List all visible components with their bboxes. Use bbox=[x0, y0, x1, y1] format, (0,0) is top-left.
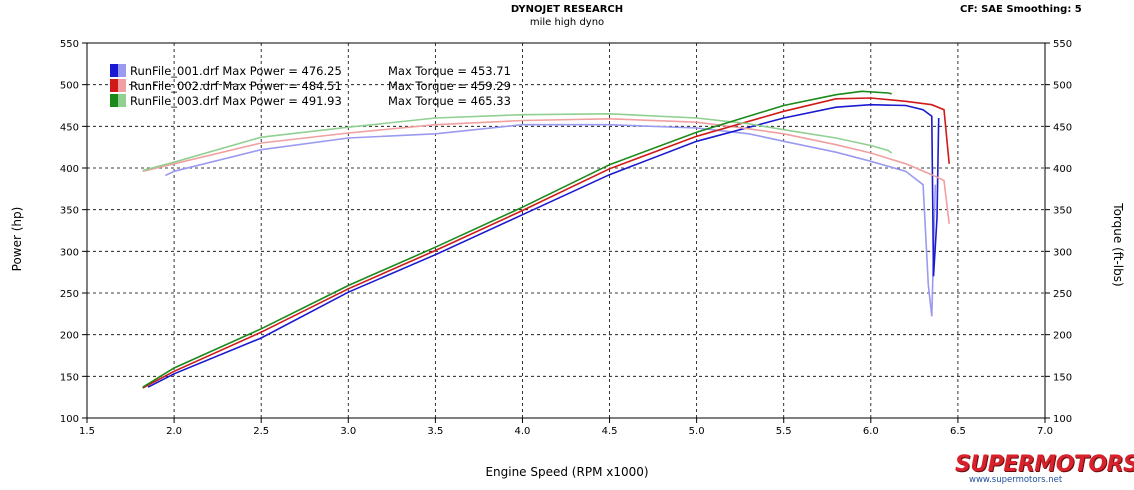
legend-torque-label: Max Torque = 459.29 bbox=[388, 79, 511, 93]
correction-settings: CF: SAE Smoothing: 5 bbox=[960, 4, 1082, 15]
legend-torque-label: Max Torque = 465.33 bbox=[388, 94, 511, 108]
curves bbox=[142, 90, 950, 389]
x-tick-label: 6.5 bbox=[950, 426, 966, 437]
y-tick-label-right: 400 bbox=[1053, 164, 1072, 175]
legend-swatch bbox=[110, 79, 118, 92]
x-tick-label: 4.0 bbox=[515, 426, 531, 437]
y-axis-label-left: Power (hp) bbox=[10, 206, 24, 272]
y-tick-label-left: 150 bbox=[60, 372, 79, 383]
legend-power-label: RunFile_003.drf Max Power = 491.93 bbox=[130, 94, 342, 108]
supermotors-logo: SUPERMOTORS www.supermotors.net bbox=[955, 452, 1134, 485]
legend-swatch bbox=[110, 64, 118, 77]
x-tick-label: 3.0 bbox=[340, 426, 356, 437]
legend-swatch-light bbox=[118, 64, 126, 77]
x-tick-label: 4.5 bbox=[602, 426, 618, 437]
y-tick-label-left: 200 bbox=[60, 331, 79, 342]
y-tick-label-right: 350 bbox=[1053, 206, 1072, 217]
y-tick-label-right: 100 bbox=[1053, 414, 1072, 425]
torque-curve-2 bbox=[142, 117, 950, 224]
chart-title: DYNOJET RESEARCH bbox=[510, 4, 624, 15]
y-tick-label-left: 400 bbox=[60, 164, 79, 175]
x-tick-label: 5.0 bbox=[689, 426, 705, 437]
x-tick-label: 5.5 bbox=[776, 426, 792, 437]
y-tick-label-left: 300 bbox=[60, 247, 79, 258]
x-tick-label: 3.5 bbox=[427, 426, 443, 437]
legend-power-label: RunFile_001.drf Max Power = 476.25 bbox=[130, 64, 342, 78]
y-tick-label-right: 450 bbox=[1053, 122, 1072, 133]
power-curve-3 bbox=[142, 90, 892, 388]
power-curve-2 bbox=[142, 97, 950, 389]
y-tick-label-left: 450 bbox=[60, 122, 79, 133]
legend-swatch bbox=[110, 94, 118, 107]
y-tick-label-left: 250 bbox=[60, 289, 79, 300]
x-tick-label: 2.0 bbox=[166, 426, 182, 437]
y-tick-label-right: 150 bbox=[1053, 372, 1072, 383]
power-curve-1 bbox=[147, 103, 940, 388]
y-tick-label-right: 200 bbox=[1053, 331, 1072, 342]
x-tick-label: 7.0 bbox=[1037, 426, 1053, 437]
y-tick-label-right: 550 bbox=[1053, 39, 1072, 50]
y-tick-label-right: 500 bbox=[1053, 81, 1072, 92]
x-tick-label: 2.5 bbox=[253, 426, 269, 437]
legend-swatch-light bbox=[118, 94, 126, 107]
chart-subtitle: mile high dyno bbox=[529, 17, 605, 28]
legend-torque-label: Max Torque = 453.71 bbox=[388, 64, 511, 78]
legend-swatch-light bbox=[118, 79, 126, 92]
y-tick-label-right: 300 bbox=[1053, 247, 1072, 258]
x-axis-label: Engine Speed (RPM x1000) bbox=[485, 465, 649, 479]
y-tick-label-left: 550 bbox=[60, 39, 79, 50]
y-tick-label-left: 350 bbox=[60, 206, 79, 217]
y-axis-label-right: Torque (ft-lbs) bbox=[1111, 203, 1125, 287]
y-tick-label-left: 100 bbox=[60, 414, 79, 425]
y-tick-label-right: 250 bbox=[1053, 289, 1072, 300]
x-tick-label: 6.0 bbox=[863, 426, 879, 437]
legend: RunFile_001.drf Max Power = 476.25 Max To… bbox=[110, 64, 511, 108]
y-tick-label-left: 500 bbox=[60, 81, 79, 92]
legend-power-label: RunFile_002.drf Max Power = 484.51 bbox=[130, 79, 342, 93]
torque-curve-3 bbox=[142, 112, 893, 172]
x-tick-label: 1.5 bbox=[79, 426, 95, 437]
torque-curve-1 bbox=[165, 123, 937, 317]
